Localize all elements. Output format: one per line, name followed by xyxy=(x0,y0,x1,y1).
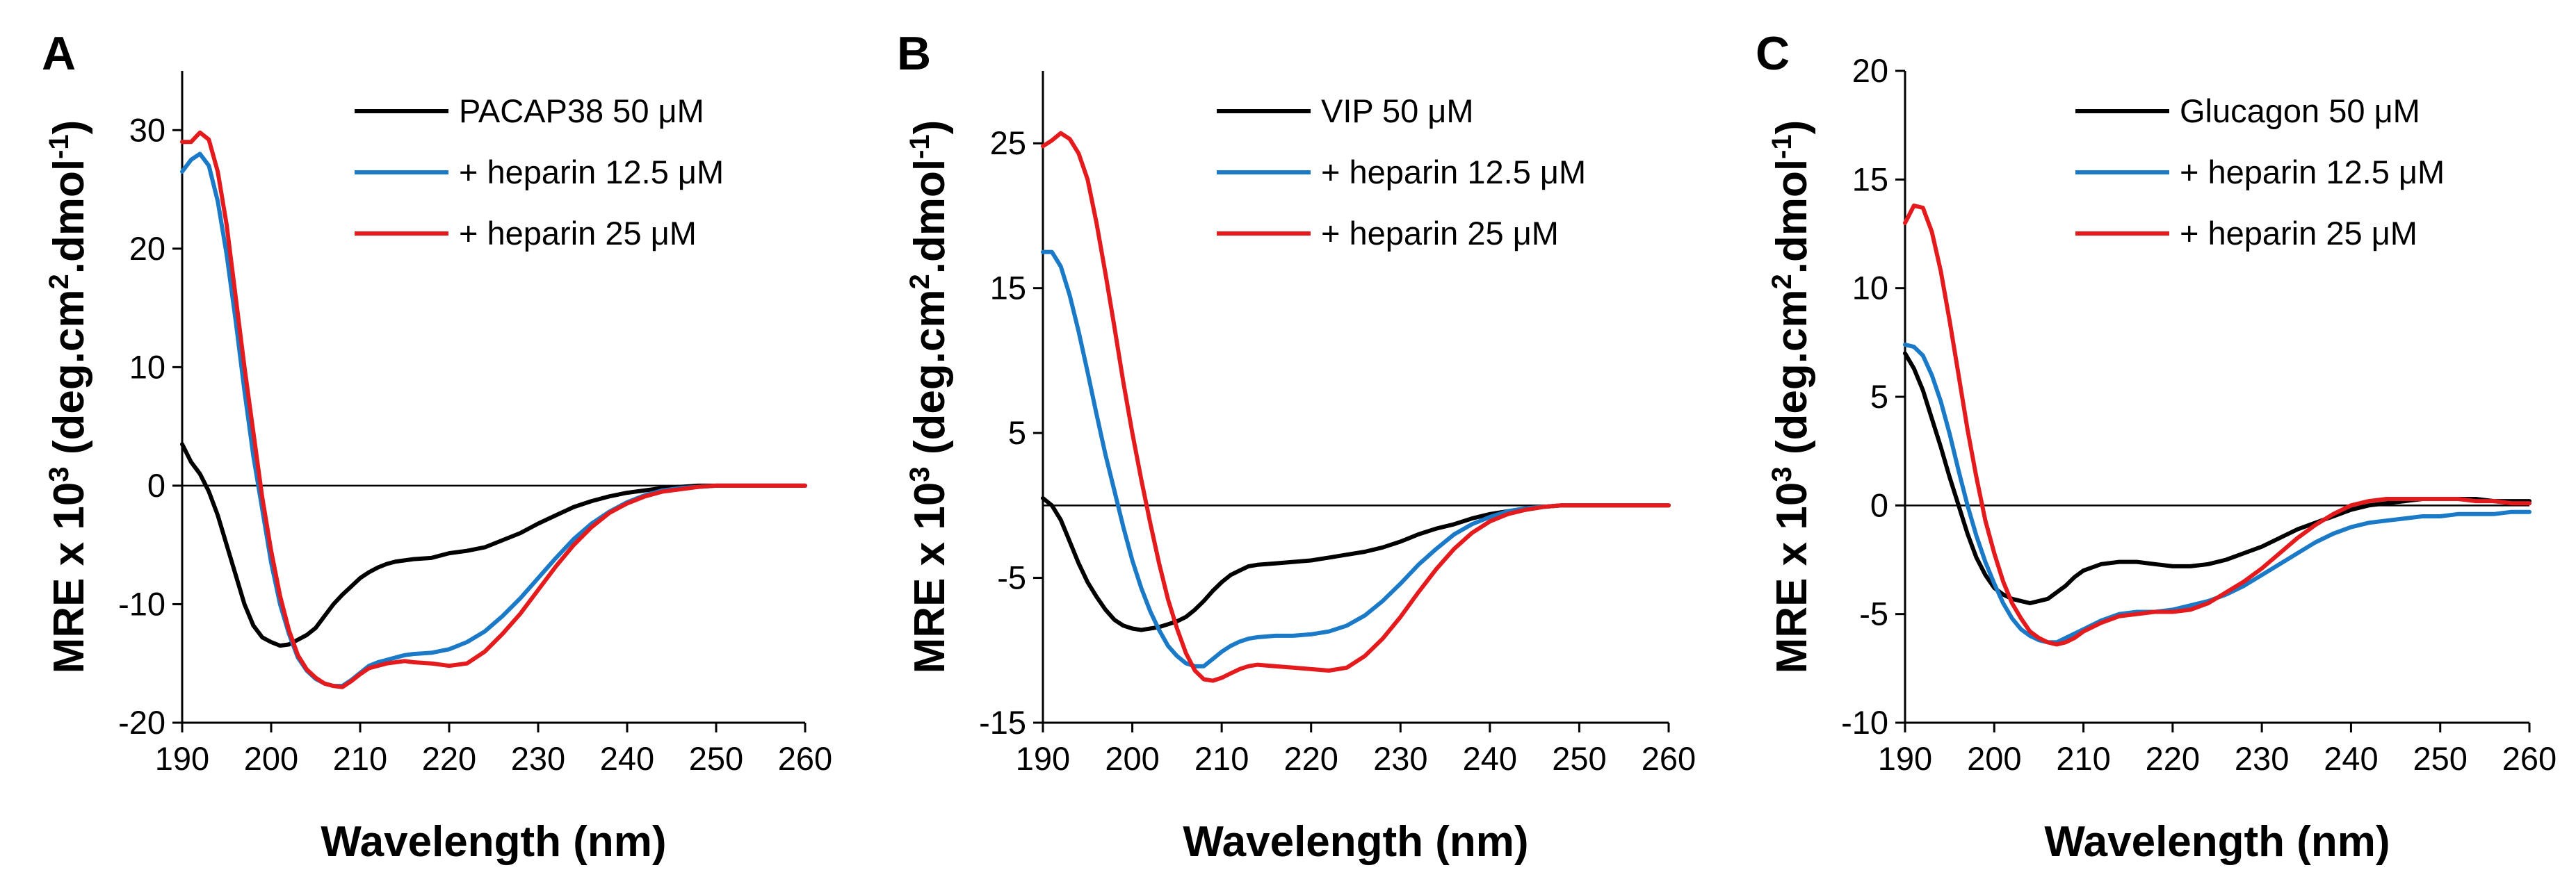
x-tick-label: 190 xyxy=(155,740,209,777)
y-tick-label: -20 xyxy=(118,704,165,741)
y-tick-label: 0 xyxy=(147,467,165,504)
y-tick-label: -15 xyxy=(979,704,1026,741)
series-line-2 xyxy=(1903,203,2532,647)
y-axis-label-superscript: 2 xyxy=(1767,274,1797,289)
x-tick-label: 220 xyxy=(2146,740,2200,777)
x-tick-label: 210 xyxy=(333,740,387,777)
legend-label: + heparin 25 μM xyxy=(1321,215,1559,252)
x-axis-label: Wavelength (nm) xyxy=(2044,818,2390,866)
y-tick-label: -10 xyxy=(1841,704,1888,741)
legend-label: + heparin 12.5 μM xyxy=(459,154,724,190)
legend-label: + heparin 25 μM xyxy=(459,215,697,252)
panel-letter: C xyxy=(1756,27,1790,80)
x-tick-label: 220 xyxy=(1284,740,1338,777)
y-axis-label-superscript: 3 xyxy=(44,466,74,482)
x-axis-label: Wavelength (nm) xyxy=(321,818,666,866)
y-tick-label: 20 xyxy=(1852,52,1888,89)
y-axis-label-superscript: -1 xyxy=(905,134,935,159)
y-tick-label: 15 xyxy=(990,270,1026,306)
x-tick-label: 240 xyxy=(600,740,654,777)
y-axis-label-superscript: 2 xyxy=(44,274,74,289)
x-tick-label: 200 xyxy=(1105,740,1159,777)
legend-label: + heparin 12.5 μM xyxy=(2180,154,2445,190)
series-line-1 xyxy=(1903,343,2532,645)
y-axis-label-superscript: 3 xyxy=(905,466,935,482)
y-axis-label-part: MRE x 10 xyxy=(45,482,93,674)
y-axis-label-superscript: -1 xyxy=(44,134,74,159)
x-tick-label: 200 xyxy=(244,740,298,777)
x-tick-label: 220 xyxy=(422,740,476,777)
y-axis-label-part: ) xyxy=(906,120,954,135)
legend-label: VIP 50 μM xyxy=(1321,92,1474,129)
x-tick-label: 230 xyxy=(1373,740,1427,777)
y-axis-label-superscript: -1 xyxy=(1767,134,1797,159)
y-tick-label: 5 xyxy=(1870,378,1888,415)
y-axis-label-part: .dmol xyxy=(1768,159,1816,274)
x-tick-label: 240 xyxy=(2324,740,2378,777)
series-line-2 xyxy=(180,130,807,689)
y-tick-label: 20 xyxy=(129,230,165,267)
y-tick-label: 10 xyxy=(129,348,165,385)
y-tick-label: 15 xyxy=(1852,161,1888,197)
panel-letter: B xyxy=(897,27,931,80)
y-axis-label-part: (deg.cm xyxy=(1768,289,1816,466)
y-axis-label-part: .dmol xyxy=(45,159,93,274)
x-tick-label: 240 xyxy=(1463,740,1517,777)
y-axis-label-part: (deg.cm xyxy=(45,289,93,466)
y-tick-label: -5 xyxy=(997,559,1026,596)
y-axis-label-part: ) xyxy=(45,120,93,135)
x-tick-label: 250 xyxy=(689,740,743,777)
legend-label: + heparin 25 μM xyxy=(2180,215,2417,252)
panel-a: A -20 -10 0 10 20 30 190 200 210 220 230 240 250 260 Wa… xyxy=(42,27,832,866)
y-axis-label-superscript: 3 xyxy=(1767,466,1797,482)
y-tick-label: -10 xyxy=(118,585,165,622)
y-axis-label-part: MRE x 10 xyxy=(1768,482,1816,674)
series-line-2 xyxy=(1041,131,1671,683)
panel-b: B -15 -5 5 15 25 190 200 210 220 230 240 250 260 Wavel… xyxy=(897,27,1696,866)
x-tick-label: 200 xyxy=(1967,740,2021,777)
y-axis-label: MRE x 103 (deg.cm2.dmol-1) xyxy=(1767,120,1816,674)
y-axis-label: MRE x 103 (deg.cm2.dmol-1) xyxy=(44,120,93,674)
legend-label: PACAP38 50 μM xyxy=(459,92,704,129)
x-tick-label: 230 xyxy=(2235,740,2289,777)
x-tick-label: 250 xyxy=(1552,740,1606,777)
y-axis-label-part: MRE x 10 xyxy=(906,482,954,674)
y-tick-label: 30 xyxy=(129,111,165,148)
legend-label: + heparin 12.5 μM xyxy=(1321,154,1586,190)
y-axis-label: MRE x 103 (deg.cm2.dmol-1) xyxy=(905,120,954,674)
x-tick-label: 250 xyxy=(2413,740,2468,777)
x-tick-label: 210 xyxy=(2056,740,2110,777)
x-tick-label: 190 xyxy=(1878,740,1932,777)
y-tick-label: -5 xyxy=(1859,596,1888,632)
x-axis-label: Wavelength (nm) xyxy=(1183,818,1528,866)
series-line-0 xyxy=(1903,351,2532,605)
y-tick-label: 0 xyxy=(1870,486,1888,523)
y-axis-label-part: (deg.cm xyxy=(906,289,954,466)
panel-letter: A xyxy=(42,27,76,80)
x-tick-label: 260 xyxy=(2502,740,2557,777)
y-tick-label: 10 xyxy=(1852,270,1888,306)
y-axis-label-part: .dmol xyxy=(906,159,954,274)
x-tick-label: 190 xyxy=(1016,740,1070,777)
legend-label: Glucagon 50 μM xyxy=(2180,92,2420,129)
y-axis-label-part: ) xyxy=(1768,120,1816,135)
series-line-0 xyxy=(180,442,807,648)
y-tick-label: 25 xyxy=(990,124,1026,161)
panel-c: C -10 -5 0 5 10 15 20 190 200 210 220 230 240 250 260 Wa… xyxy=(1756,27,2557,866)
y-axis-label-superscript: 2 xyxy=(905,274,935,289)
x-tick-label: 210 xyxy=(1194,740,1249,777)
x-tick-label: 260 xyxy=(1642,740,1696,777)
y-tick-label: 5 xyxy=(1008,414,1026,451)
x-tick-label: 260 xyxy=(778,740,832,777)
x-tick-label: 230 xyxy=(511,740,565,777)
